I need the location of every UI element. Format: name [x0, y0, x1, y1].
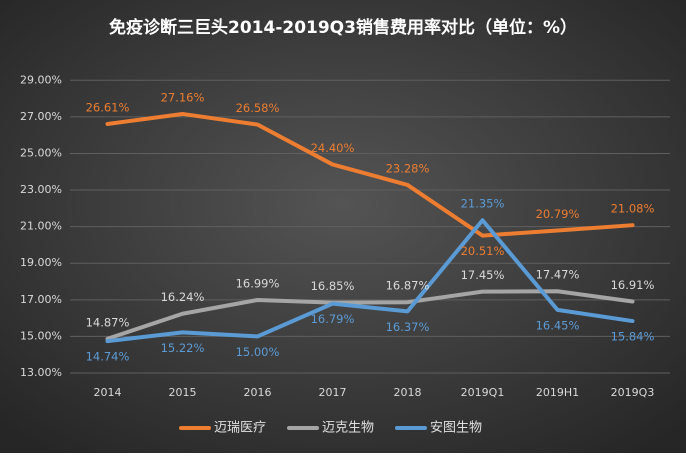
- data-label: 14.87%: [86, 315, 130, 329]
- data-label: 21.35%: [461, 197, 505, 211]
- data-label: 16.99%: [236, 277, 280, 291]
- data-label: 26.58%: [236, 101, 280, 115]
- data-label: 15.00%: [236, 345, 280, 359]
- data-label: 20.79%: [536, 207, 580, 221]
- x-tick-label: 2019Q3: [611, 386, 655, 399]
- data-label: 21.08%: [611, 202, 655, 216]
- x-tick-label: 2017: [319, 386, 347, 399]
- series-line: [105, 218, 635, 344]
- y-tick-label: 13.00%: [20, 366, 62, 379]
- data-label: 16.79%: [311, 312, 355, 326]
- x-tick-label: 2016: [244, 386, 272, 399]
- data-label: 16.85%: [311, 279, 355, 293]
- y-tick-label: 23.00%: [20, 183, 62, 196]
- y-tick-label: 25.00%: [20, 146, 62, 159]
- data-label: 23.28%: [386, 161, 430, 175]
- chart-title: 免疫诊断三巨头2014-2019Q3销售费用率对比（单位：%）: [109, 17, 577, 38]
- x-tick-label: 2019H1: [536, 386, 579, 399]
- y-tick-label: 29.00%: [20, 73, 62, 86]
- y-tick-label: 27.00%: [20, 110, 62, 123]
- data-label: 17.45%: [461, 268, 505, 282]
- y-tick-label: 21.00%: [20, 220, 62, 233]
- x-tick-label: 2019Q1: [461, 386, 505, 399]
- legend-label: 迈瑞医疗: [214, 421, 266, 436]
- data-label: 15.22%: [161, 341, 205, 355]
- series-line: [105, 111, 635, 238]
- data-label: 27.16%: [161, 90, 205, 104]
- y-tick-label: 19.00%: [20, 256, 62, 269]
- legend-label: 迈克生物: [322, 421, 374, 436]
- y-tick-label: 15.00%: [20, 329, 62, 342]
- series-line: [105, 289, 635, 341]
- data-label: 24.40%: [311, 141, 355, 155]
- data-label: 15.84%: [611, 330, 655, 344]
- x-tick-label: 2015: [169, 386, 197, 399]
- data-label: 20.51%: [461, 244, 505, 258]
- data-label: 16.24%: [161, 290, 205, 304]
- data-label: 16.37%: [386, 320, 430, 334]
- data-label: 17.47%: [536, 268, 580, 282]
- x-tick-label: 2014: [94, 386, 122, 399]
- data-label: 26.61%: [86, 101, 130, 115]
- data-label: 16.45%: [536, 318, 580, 332]
- legend-label: 安图生物: [430, 421, 482, 436]
- data-label: 16.91%: [611, 278, 655, 292]
- data-label: 16.87%: [386, 279, 430, 293]
- x-tick-label: 2018: [394, 386, 422, 399]
- y-tick-label: 17.00%: [20, 293, 62, 306]
- data-label: 14.74%: [86, 350, 130, 364]
